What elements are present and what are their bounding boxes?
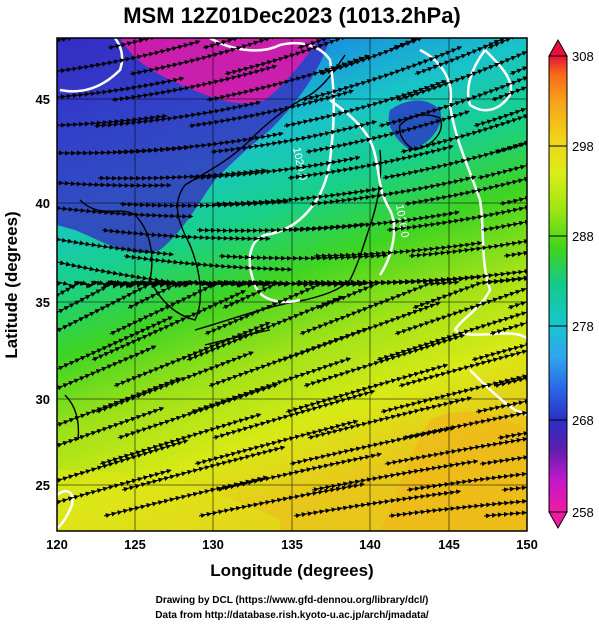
plot-area: 1020.0 1016.0 — [57, 38, 527, 531]
y-tick-label: 45 — [36, 92, 50, 107]
x-axis: 120 125 130 135 140 145 150 Longitude (d… — [46, 537, 538, 580]
x-tick-label: 145 — [438, 537, 460, 552]
colorbar-gradient — [548, 55, 568, 513]
streamline — [479, 440, 527, 467]
streamline — [123, 253, 293, 272]
streamline — [483, 503, 527, 519]
colorbar-tick-label: 268 — [572, 413, 594, 428]
streamline — [406, 466, 527, 493]
colorbar-tick-label: 278 — [572, 319, 594, 334]
streamline — [404, 165, 527, 207]
y-tick-label: 25 — [36, 478, 50, 493]
x-tick-label: 135 — [281, 537, 303, 552]
x-tick-label: 150 — [516, 537, 538, 552]
y-tick-label: 40 — [36, 196, 50, 211]
streamline — [293, 489, 462, 519]
streamline — [57, 201, 194, 219]
x-tick-label: 130 — [202, 537, 224, 552]
streamline — [384, 433, 527, 467]
map-title: MSM 12Z01Dec2023 (1013.2hPa) — [123, 3, 461, 28]
y-axis: 25 30 35 40 45 Latitude (degrees) — [2, 92, 50, 493]
colorbar-tick-label: 258 — [572, 505, 594, 520]
x-tick-label: 140 — [359, 537, 381, 552]
credit-drawing: Drawing by DCL (https://www.gfd-dennou.o… — [156, 595, 429, 606]
y-axis-label: Latitude (degrees) — [2, 211, 21, 358]
streamline — [408, 230, 527, 259]
y-tick-label: 35 — [36, 295, 50, 310]
streamline — [388, 496, 527, 519]
x-tick-label: 125 — [124, 537, 146, 552]
x-tick-label: 120 — [46, 537, 68, 552]
streamline — [487, 38, 527, 50]
colorbar-tick-label: 298 — [572, 139, 594, 154]
x-axis-label: Longitude (degrees) — [210, 561, 373, 580]
colorbar-tick-label: 288 — [572, 229, 594, 244]
streamline — [198, 482, 365, 519]
plot-frame — [56, 37, 528, 532]
colorbar-tick-label: 308 — [572, 49, 594, 64]
y-tick-label: 30 — [36, 392, 50, 407]
streamline — [101, 227, 271, 242]
streamline — [57, 175, 172, 189]
colorbar: 308 298 288 278 268 258 — [548, 38, 594, 530]
colorbar-top-triangle — [548, 38, 568, 57]
streamline — [57, 227, 175, 257]
streamlines — [57, 38, 527, 519]
colorbar-bottom-triangle — [548, 511, 568, 530]
credit-data: Data from http://database.rish.kyoto-u.a… — [155, 610, 429, 621]
